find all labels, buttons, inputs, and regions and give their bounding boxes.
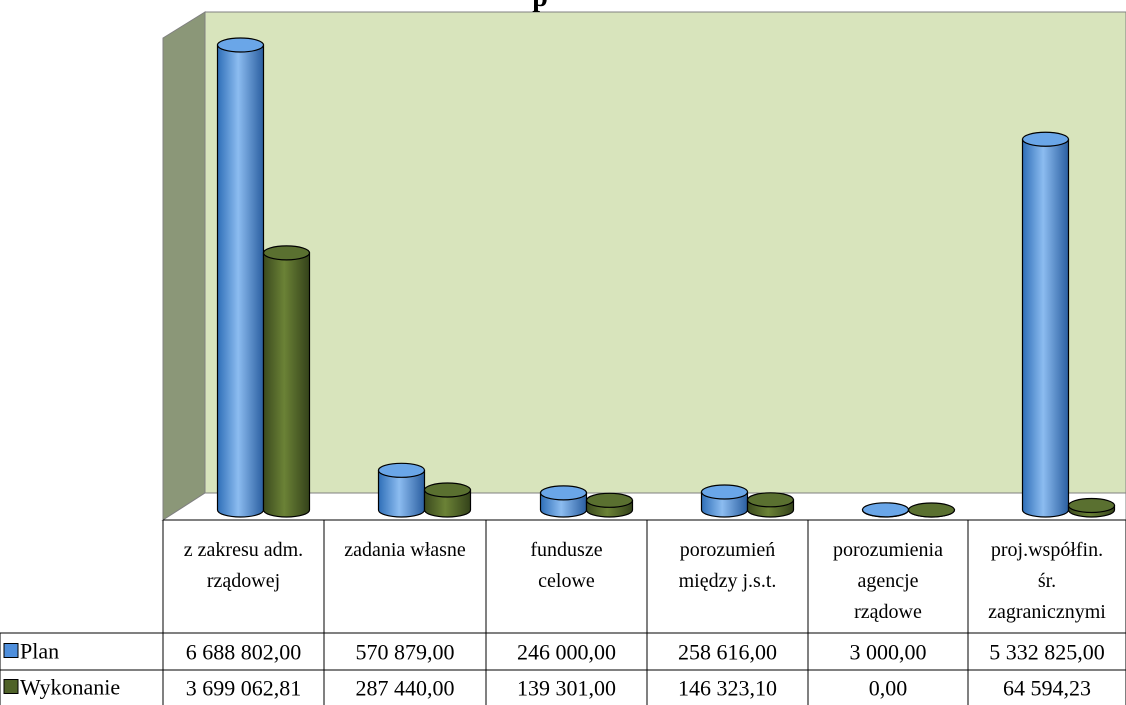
bar-wykonanie-1 — [423, 482, 472, 518]
value-plan-1: 570 879,00 — [356, 640, 455, 665]
value-wykonanie-0: 3 699 062,81 — [186, 676, 302, 701]
bar-plan-2 — [539, 485, 588, 518]
value-plan-3: 258 616,00 — [678, 640, 777, 665]
category-label-line: z zakresu adm. — [184, 539, 303, 561]
value-wykonanie-2: 139 301,00 — [517, 676, 616, 701]
value-wykonanie-3: 146 323,10 — [678, 676, 777, 701]
category-label-line: porozumienia — [833, 539, 943, 561]
category-label-0: z zakresu adm. rządowej — [184, 539, 303, 592]
value-plan-2: 246 000,00 — [517, 640, 616, 665]
legend-swatch-wykonanie — [3, 679, 19, 694]
value-wykonanie-4: 0,00 — [869, 676, 908, 701]
bar-wykonanie-5 — [1067, 497, 1116, 518]
category-label-2: fundusze celowe — [530, 539, 602, 592]
legend-label-plan: Plan — [20, 639, 59, 664]
chart-back-wall — [204, 11, 1126, 494]
bar-wykonanie-2 — [585, 492, 634, 518]
value-plan-0: 6 688 802,00 — [186, 640, 302, 665]
bar-plan-0 — [216, 37, 265, 518]
category-label-3: porozumień między j.s.t. — [679, 539, 777, 592]
chart-side-wall — [162, 11, 206, 521]
category-label-line: rządowej — [207, 570, 280, 592]
category-label-5: proj.współfin. śr. zagranicznymi — [988, 539, 1106, 623]
category-label-line: porozumień — [680, 539, 776, 561]
value-plan-4: 3 000,00 — [850, 640, 927, 665]
category-label-line: celowe — [538, 570, 595, 592]
bar-wykonanie-0 — [262, 245, 311, 518]
bar-wykonanie-4 — [907, 502, 956, 518]
category-label-line: śr. — [1038, 570, 1056, 592]
bar-plan-3 — [700, 484, 749, 518]
category-label-1: zadania własne — [344, 539, 466, 561]
bar-plan-1 — [377, 462, 426, 518]
value-wykonanie-5: 64 594,23 — [1003, 676, 1091, 701]
bar-plan-5 — [1021, 131, 1070, 518]
category-label-line: fundusze — [530, 539, 602, 561]
legend-swatch-plan — [3, 643, 19, 658]
chart-title: p — [532, 0, 548, 13]
category-label-line: między j.s.t. — [679, 570, 777, 592]
bar-wykonanie-3 — [746, 492, 795, 518]
category-label-line: zadania własne — [344, 539, 466, 561]
bar-plan-4 — [861, 502, 910, 518]
data-table: z zakresu adm. rządowej zadania własne fund… — [0, 519, 1126, 705]
category-label-line: proj.współfin. — [991, 539, 1103, 561]
value-wykonanie-1: 287 440,00 — [356, 676, 455, 701]
legend-label-wykonanie: Wykonanie — [20, 675, 120, 700]
category-label-line: agencje — [857, 570, 918, 592]
category-label-line: zagranicznymi — [988, 601, 1106, 623]
category-label-line: rządowe — [854, 601, 922, 623]
bars-group — [216, 37, 1116, 518]
value-plan-5: 5 332 825,00 — [989, 640, 1105, 665]
category-label-4: porozumienia agencje rządowe — [833, 539, 943, 623]
